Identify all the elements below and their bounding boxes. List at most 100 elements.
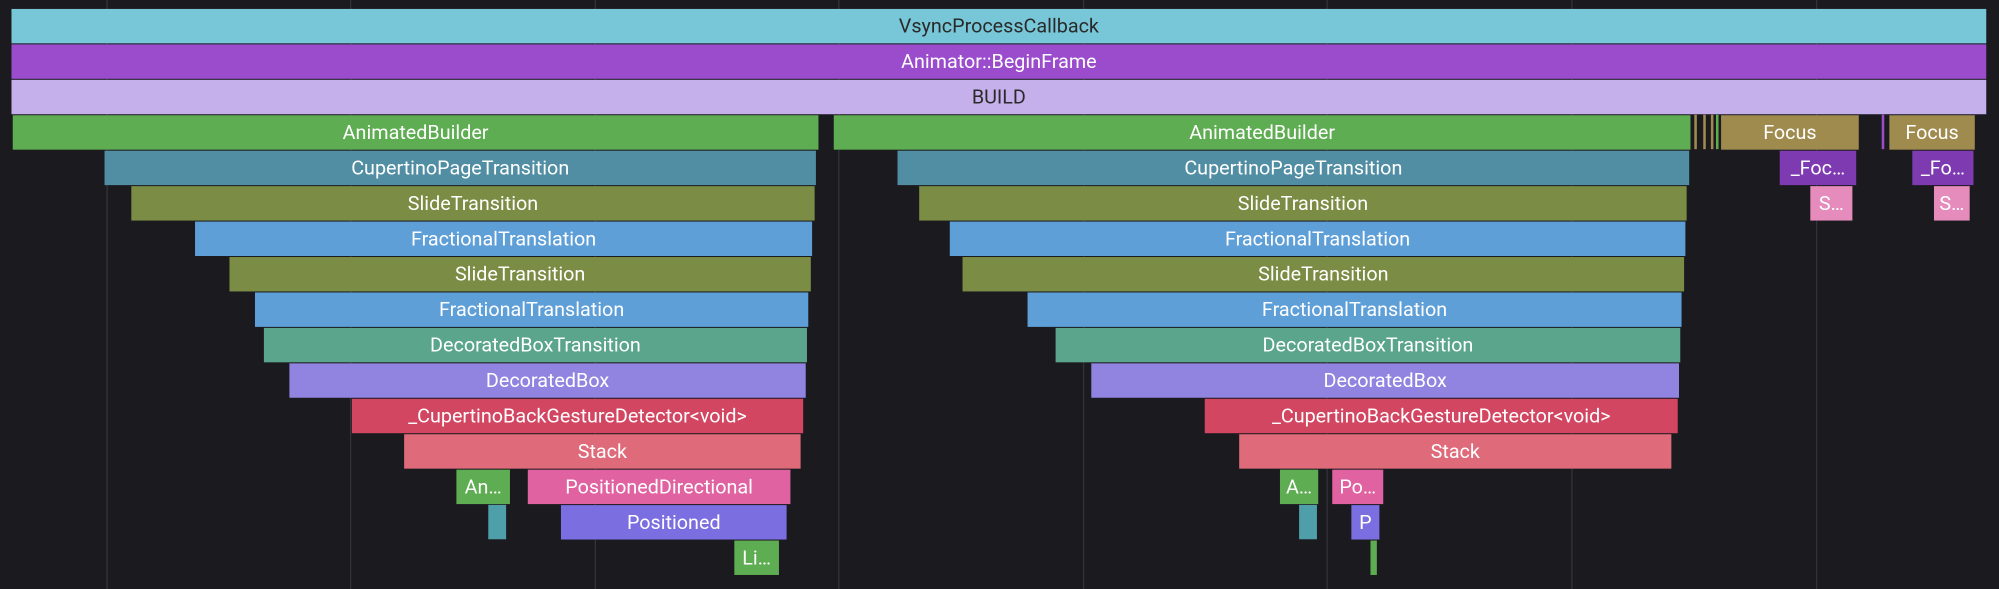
frame[interactable]: Stack — [404, 434, 801, 469]
frame[interactable]: S… — [1933, 186, 1970, 221]
frame[interactable]: SlideTransition — [131, 186, 815, 221]
frame[interactable]: S… — [1810, 186, 1853, 221]
frame[interactable]: Stack — [1239, 434, 1672, 469]
frame-bar[interactable] — [11, 44, 1987, 79]
frame-label: P — [1359, 511, 1371, 534]
frame-label: BUILD — [972, 86, 1026, 109]
frame-bar[interactable] — [833, 115, 1691, 150]
frame-bar[interactable] — [560, 505, 787, 540]
frame[interactable]: _CupertinoBackGestureDetector<void> — [1204, 398, 1678, 434]
frame-label: SlideTransition — [1238, 192, 1368, 215]
frame-label: A… — [1286, 475, 1312, 498]
frame-bar[interactable] — [1027, 292, 1682, 327]
frame-bar[interactable] — [962, 257, 1685, 292]
frame-label: SlideTransition — [408, 192, 538, 215]
frame-bar[interactable] — [263, 327, 807, 363]
frame[interactable]: AnimatedBuilder — [12, 115, 819, 150]
frame[interactable]: Focus — [1889, 115, 1975, 150]
frame-bar[interactable] — [1889, 115, 1975, 150]
frame-bar[interactable] — [456, 469, 510, 505]
frame-label: An… — [465, 475, 502, 498]
frame[interactable]: DecoratedBoxTransition — [1055, 327, 1681, 363]
frame-bar[interactable] — [131, 186, 815, 221]
frame-bar[interactable] — [351, 398, 804, 434]
frame — [488, 504, 507, 540]
frame-label: PositionedDirectional — [565, 475, 753, 498]
frame-bar[interactable] — [949, 221, 1686, 256]
frame[interactable]: Focus — [1721, 115, 1859, 150]
frame-label: AnimatedBuilder — [1189, 121, 1335, 144]
frame[interactable]: An… — [456, 469, 510, 505]
frame-bar[interactable] — [229, 257, 811, 292]
frame-bar[interactable] — [104, 150, 816, 186]
frame[interactable]: FractionalTranslation — [949, 221, 1686, 256]
frame[interactable]: Positioned — [560, 505, 787, 540]
frame-bar[interactable] — [1091, 363, 1680, 398]
frame[interactable]: A… — [1279, 469, 1319, 505]
frame[interactable]: SlideTransition — [919, 186, 1687, 221]
frame-bar[interactable] — [1239, 434, 1672, 469]
frame-label: _Foc… — [1791, 156, 1845, 179]
frame-label: S… — [1819, 192, 1844, 215]
frame[interactable]: DecoratedBoxTransition — [263, 327, 807, 363]
frame-label: _CupertinoBackGestureDetector<void> — [1272, 404, 1611, 427]
frame[interactable]: DecoratedBox — [1091, 363, 1680, 398]
frame-bar[interactable] — [1779, 150, 1857, 186]
frame — [1694, 114, 1697, 150]
frame-label: Animator::BeginFrame — [901, 50, 1097, 73]
frame-bar[interactable] — [1933, 186, 1970, 221]
frame-bar[interactable] — [919, 186, 1687, 221]
frame[interactable]: VsyncProcessCallback — [11, 8, 1987, 44]
frame[interactable]: FractionalTranslation — [1027, 292, 1682, 327]
frame-label: CupertinoPageTransition — [351, 156, 569, 179]
frame[interactable]: Li… — [734, 540, 779, 575]
frame-bar[interactable] — [734, 540, 779, 575]
frame-bar[interactable] — [289, 363, 806, 398]
frame-label: DecoratedBoxTransition — [430, 334, 641, 357]
frame-bar[interactable] — [254, 292, 809, 327]
frame-label: FractionalTranslation — [439, 298, 624, 321]
frame-label: DecoratedBox — [1323, 369, 1447, 392]
frame-bar[interactable] — [897, 150, 1690, 186]
frame-bar[interactable] — [12, 115, 819, 150]
frame[interactable]: PositionedDirectional — [527, 469, 791, 505]
frame-bar[interactable] — [1204, 398, 1678, 434]
frame-bar[interactable] — [1055, 327, 1681, 363]
frame[interactable]: SlideTransition — [962, 257, 1685, 292]
frame-label: Positioned — [627, 511, 721, 534]
frame — [1299, 504, 1317, 540]
frame-label: Focus — [1905, 121, 1958, 144]
frame[interactable]: _Fo… — [1912, 150, 1974, 186]
frame-bar[interactable] — [195, 221, 813, 256]
frame-bar[interactable] — [527, 469, 791, 505]
frame[interactable]: FractionalTranslation — [254, 292, 809, 327]
frame-label: CupertinoPageTransition — [1184, 156, 1402, 179]
frame[interactable]: Po… — [1332, 469, 1384, 505]
frame-bar[interactable] — [11, 8, 1987, 44]
frame[interactable]: _CupertinoBackGestureDetector<void> — [351, 398, 804, 434]
frame[interactable]: Animator::BeginFrame — [11, 44, 1987, 79]
frame-bar[interactable] — [11, 79, 1987, 115]
frame-bar[interactable] — [1351, 505, 1380, 540]
frame-label: FractionalTranslation — [411, 227, 596, 250]
frame-label: DecoratedBox — [486, 369, 610, 392]
frame[interactable]: BUILD — [11, 79, 1987, 115]
frame-bar[interactable] — [1279, 469, 1319, 505]
frame-bar[interactable] — [1721, 115, 1859, 150]
frame[interactable]: CupertinoPageTransition — [897, 150, 1690, 186]
frame-bar[interactable] — [404, 434, 801, 469]
frame-bar[interactable] — [1332, 469, 1384, 505]
frame[interactable]: DecoratedBox — [289, 363, 806, 398]
frame[interactable]: _Foc… — [1779, 150, 1857, 186]
frame[interactable]: AnimatedBuilder — [833, 115, 1691, 150]
frame-label: S… — [1939, 192, 1964, 215]
frame-bar[interactable] — [1810, 186, 1853, 221]
frame-bar[interactable] — [1912, 150, 1974, 186]
frame-label: Stack — [1431, 440, 1480, 463]
frame[interactable]: CupertinoPageTransition — [104, 150, 816, 186]
frame[interactable]: FractionalTranslation — [195, 221, 813, 256]
frame[interactable]: SlideTransition — [229, 257, 811, 292]
frame — [1710, 114, 1714, 150]
frame[interactable]: P — [1351, 505, 1380, 540]
